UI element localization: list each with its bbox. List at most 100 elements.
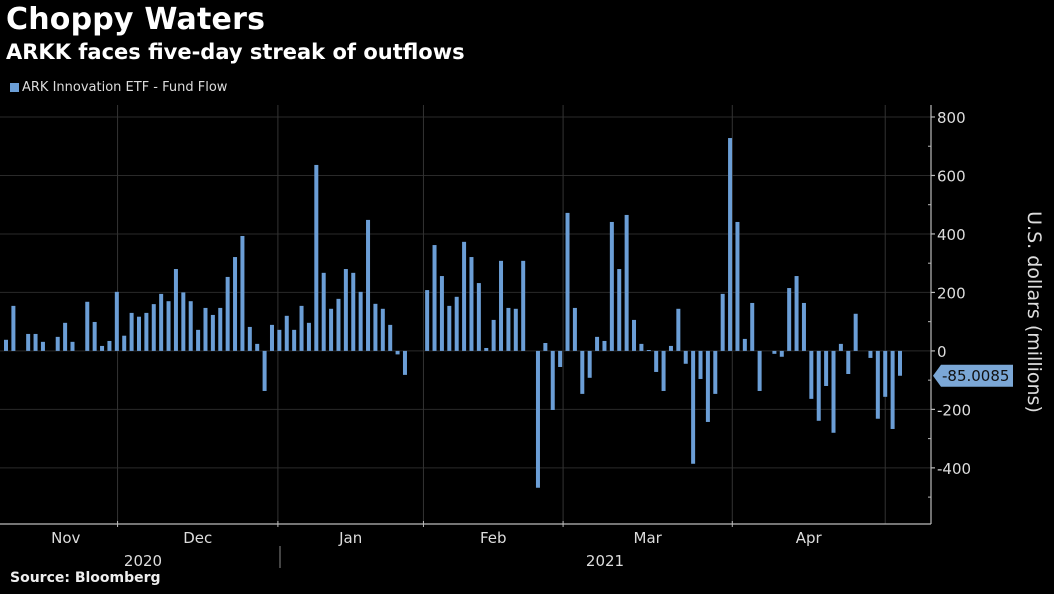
- x-tick-label: Apr: [796, 529, 823, 547]
- bar: [705, 350, 710, 422]
- bar: [824, 350, 829, 386]
- bar: [720, 293, 725, 351]
- bar: [846, 350, 851, 375]
- bar: [233, 257, 238, 351]
- bar: [70, 341, 75, 351]
- axes: [0, 105, 932, 525]
- bar: [439, 276, 444, 351]
- last-value-badge-shape: [933, 364, 1013, 387]
- bar: [292, 329, 297, 351]
- bar: [698, 350, 703, 379]
- bar: [883, 350, 888, 397]
- bar: [728, 138, 733, 351]
- bar: [713, 350, 718, 394]
- bar: [321, 272, 326, 351]
- bar: [85, 301, 90, 351]
- bar: [395, 350, 400, 355]
- bar: [203, 307, 208, 351]
- y-tick-label: 0: [937, 343, 947, 361]
- bar: [122, 335, 127, 351]
- bar: [572, 307, 577, 351]
- bar: [351, 272, 356, 351]
- bar: [218, 307, 223, 351]
- bar: [750, 302, 755, 351]
- bar: [366, 219, 371, 351]
- bar: [602, 340, 607, 351]
- bar: [624, 214, 629, 351]
- bar: [136, 316, 141, 351]
- bar: [794, 276, 799, 351]
- bar: [210, 314, 215, 351]
- bar: [262, 350, 267, 391]
- bar: [388, 324, 393, 351]
- bar: [151, 304, 156, 351]
- bar: [521, 260, 526, 351]
- year-label: 2021: [586, 552, 624, 570]
- bar: [868, 350, 873, 358]
- bar: [513, 308, 518, 351]
- bar: [595, 336, 600, 351]
- bar: [269, 324, 274, 351]
- y-tick-label: 200: [937, 284, 966, 302]
- bar: [144, 312, 149, 351]
- y-tick-label: 400: [937, 226, 966, 244]
- bar: [691, 350, 696, 464]
- bar: [196, 329, 201, 351]
- bar: [107, 340, 112, 351]
- chart-subtitle: ARKK faces five-day streak of outflows: [6, 40, 465, 64]
- bar: [26, 333, 31, 351]
- x-tick-label: Jan: [338, 529, 362, 547]
- legend-swatch: [10, 83, 19, 92]
- bar: [4, 339, 8, 351]
- bar: [11, 305, 16, 351]
- y-tick-label: -200: [937, 401, 971, 419]
- bar: [159, 293, 164, 351]
- bar: [580, 350, 585, 394]
- bar: [476, 283, 481, 351]
- bar: [402, 350, 407, 375]
- bar: [462, 241, 467, 351]
- bar: [373, 303, 378, 351]
- bar: [447, 305, 452, 351]
- y-axis-label: U.S. dollars (millions): [1023, 211, 1045, 413]
- bar: [831, 350, 836, 433]
- bar: [543, 343, 548, 351]
- bar: [484, 347, 489, 351]
- bar: [343, 269, 348, 351]
- bar: [801, 302, 806, 351]
- x-ticks: Nov Dec Jan Feb Mar Apr 2020 2021: [51, 521, 823, 570]
- bar: [92, 321, 97, 351]
- bar: [63, 322, 68, 351]
- bar: [809, 350, 814, 399]
- last-value-badge-text: -85.0085: [942, 367, 1009, 385]
- year-label: 2020: [124, 552, 162, 570]
- bar: [506, 307, 511, 351]
- bar: [314, 164, 319, 351]
- bar: [853, 313, 858, 351]
- bar: [173, 269, 178, 351]
- bar: [336, 298, 341, 351]
- bar: [654, 350, 659, 372]
- bar: [609, 221, 614, 351]
- bar: [816, 350, 821, 421]
- bar: [491, 319, 496, 351]
- bar: [779, 350, 784, 357]
- bars: [4, 138, 902, 488]
- bar: [587, 350, 592, 378]
- y-ticks: 800 600 400 200 0 -200 -400: [928, 109, 971, 498]
- bar: [188, 301, 193, 351]
- bar: [772, 350, 777, 354]
- x-tick-label: Mar: [634, 529, 663, 547]
- bar: [617, 269, 622, 351]
- bar: [425, 290, 430, 351]
- bar: [329, 308, 334, 351]
- bar: [454, 296, 459, 351]
- bar: [676, 308, 681, 351]
- bar: [661, 350, 666, 391]
- bar: [898, 350, 902, 376]
- x-tick-label: Nov: [51, 529, 80, 547]
- bar: [639, 343, 644, 351]
- bar: [181, 292, 186, 351]
- bar: [646, 350, 651, 352]
- y-tick-label: -400: [937, 460, 971, 478]
